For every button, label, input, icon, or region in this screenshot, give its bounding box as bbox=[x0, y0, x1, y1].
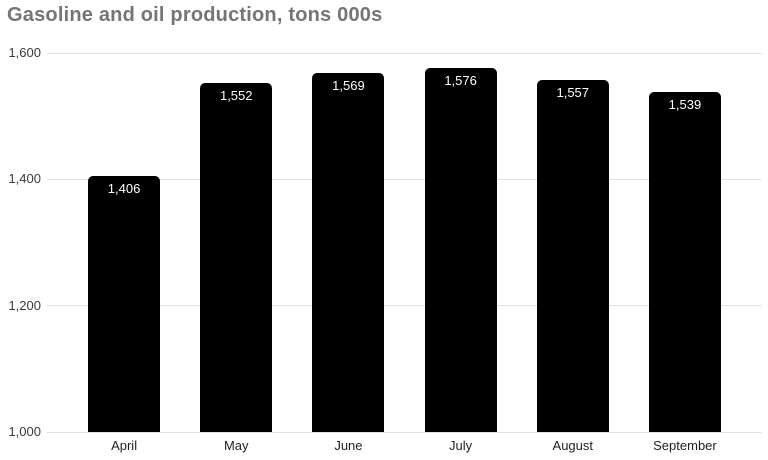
x-axis-category-label: May bbox=[223, 438, 249, 453]
bar-slot: 1,406 bbox=[68, 53, 180, 432]
bar-value-label: 1,557 bbox=[556, 85, 590, 101]
bar-may: 1,552 bbox=[200, 83, 273, 432]
bar-value-label: 1,539 bbox=[668, 96, 702, 112]
bar-september: 1,539 bbox=[648, 91, 721, 432]
x-axis-category-label: September bbox=[653, 438, 717, 453]
bar-july: 1,576 bbox=[424, 68, 497, 432]
bars-layer: 1,406 1,552 1,569 1,576 1,557 1,539 bbox=[68, 53, 741, 432]
bar-value-label: 1,576 bbox=[444, 73, 477, 89]
bar-value-label: 1,569 bbox=[332, 77, 365, 93]
x-axis-category-label: April bbox=[111, 438, 138, 453]
bar-slot: 1,552 bbox=[180, 53, 292, 432]
bar-slot: 1,576 bbox=[405, 53, 517, 432]
bar-april: 1,406 bbox=[88, 175, 161, 432]
y-axis-tick-label: 1,000 bbox=[8, 424, 41, 439]
bar-june: 1,569 bbox=[312, 72, 385, 432]
x-axis-category-label: June bbox=[334, 438, 363, 453]
bar-august: 1,557 bbox=[536, 80, 609, 432]
gridline bbox=[47, 431, 762, 433]
gridline bbox=[47, 178, 762, 180]
bar-value-label: 1,552 bbox=[219, 88, 253, 104]
y-axis-tick-label: 1,600 bbox=[8, 45, 41, 60]
x-axis-category-label: August bbox=[552, 438, 594, 453]
x-axis-labels: April May June July August September bbox=[68, 438, 741, 453]
gridline bbox=[47, 52, 762, 54]
y-axis-tick-label: 1,200 bbox=[8, 297, 41, 313]
plot-area: 1,000 1,200 1,400 1,600 1,406 1,552 1,569 1,57… bbox=[0, 46, 768, 439]
bar-slot: 1,569 bbox=[292, 53, 404, 432]
bar-slot: 1,539 bbox=[629, 53, 741, 432]
chart-title: Gasoline and oil production, tons 000s bbox=[7, 4, 383, 26]
y-axis-tick-label: 1,400 bbox=[8, 171, 41, 187]
bar-value-label: 1,406 bbox=[107, 180, 141, 196]
x-axis-category-label: July bbox=[449, 438, 473, 453]
gridline bbox=[47, 305, 762, 307]
bar-slot: 1,557 bbox=[517, 53, 629, 432]
